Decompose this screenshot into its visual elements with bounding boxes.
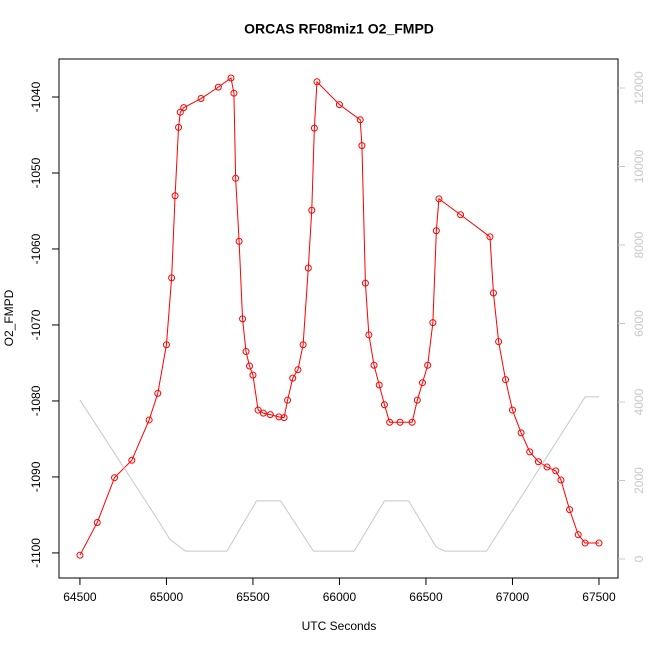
data-point [259, 409, 267, 417]
data-point [154, 389, 162, 397]
data-point [543, 463, 551, 471]
y-tick-label: -1040 [29, 81, 43, 112]
data-point [489, 289, 497, 297]
data-point [310, 124, 318, 132]
data-point [335, 101, 343, 109]
data-point [242, 348, 250, 356]
data-point [495, 338, 503, 346]
data-point [313, 78, 321, 86]
data-point [552, 467, 560, 475]
data-point [413, 396, 421, 404]
data-point [232, 174, 240, 182]
data-point [380, 401, 388, 409]
data-point [239, 315, 247, 323]
y-tick-label: -1060 [29, 233, 43, 264]
data-point [566, 506, 574, 514]
data-point [180, 104, 188, 112]
data-point [168, 274, 176, 282]
data-point [356, 116, 364, 124]
data-point [457, 211, 465, 219]
data-point [304, 264, 312, 272]
data-point [289, 374, 297, 382]
data-point [175, 123, 183, 131]
data-point [197, 95, 205, 103]
data-point [432, 227, 440, 235]
y-tick-label: -1080 [29, 385, 43, 416]
data-point [294, 366, 302, 374]
y2-tick-label: 12000 [632, 71, 646, 105]
data-point [76, 551, 84, 559]
x-tick-label: 67000 [496, 590, 530, 604]
data-point [370, 361, 378, 369]
data-point [235, 237, 243, 245]
data-point [227, 74, 235, 82]
data-point [176, 108, 184, 116]
data-point [249, 371, 257, 379]
data-point [508, 406, 516, 414]
y2-tick-label: 2000 [632, 467, 646, 494]
data-point [280, 414, 288, 422]
y-tick-label: -1050 [29, 157, 43, 188]
data-point [486, 233, 494, 241]
x-tick-label: 67500 [582, 590, 616, 604]
data-point [595, 539, 603, 547]
x-tick-label: 66500 [409, 590, 443, 604]
data-point [424, 361, 432, 369]
data-point [284, 396, 292, 404]
x-tick-label: 64500 [63, 590, 97, 604]
data-point [245, 362, 253, 370]
data-point [358, 142, 366, 150]
data-point [266, 411, 274, 419]
data-point [502, 376, 510, 384]
data-point [534, 458, 542, 466]
y2-tick-label: 0 [632, 555, 646, 562]
data-point [254, 406, 262, 414]
data-point [435, 195, 443, 203]
data-point [408, 418, 416, 426]
data-point [396, 418, 404, 426]
data-point [386, 418, 394, 426]
x-tick-label: 66000 [323, 590, 357, 604]
data-point [365, 331, 373, 339]
data-point [93, 519, 101, 527]
y2-tick-label: 4000 [632, 388, 646, 415]
y-tick-label: -1090 [29, 461, 43, 492]
y-axis-label: O2_FMPD [2, 289, 16, 346]
y2-tick-label: 6000 [632, 310, 646, 337]
data-point [162, 341, 170, 349]
y-tick-label: -1100 [29, 538, 43, 568]
data-point [128, 456, 136, 464]
data-point [418, 379, 426, 387]
data-point [574, 531, 582, 539]
data-point [429, 319, 437, 327]
y2-tick-label: 10000 [632, 149, 646, 183]
data-point [581, 539, 589, 547]
x-axis-label: UTC Seconds [302, 619, 377, 633]
y-tick-label: -1070 [29, 309, 43, 340]
data-point [517, 429, 525, 437]
chart-title: ORCAS RF08miz1 O2_FMPD [244, 21, 434, 37]
data-point [275, 413, 283, 421]
data-point [214, 83, 222, 91]
data-point [111, 474, 119, 482]
data-point [299, 341, 307, 349]
data-point [230, 89, 238, 97]
data-point [361, 279, 369, 287]
x-tick-label: 65500 [236, 590, 270, 604]
x-tick-label: 65000 [150, 590, 184, 604]
y2-tick-label: 8000 [632, 231, 646, 258]
data-point [145, 416, 153, 424]
data-point [375, 381, 383, 389]
data-point [557, 476, 565, 484]
series-line [79, 396, 599, 552]
data-point [526, 448, 534, 456]
data-point [308, 206, 316, 214]
data-point [171, 192, 179, 200]
